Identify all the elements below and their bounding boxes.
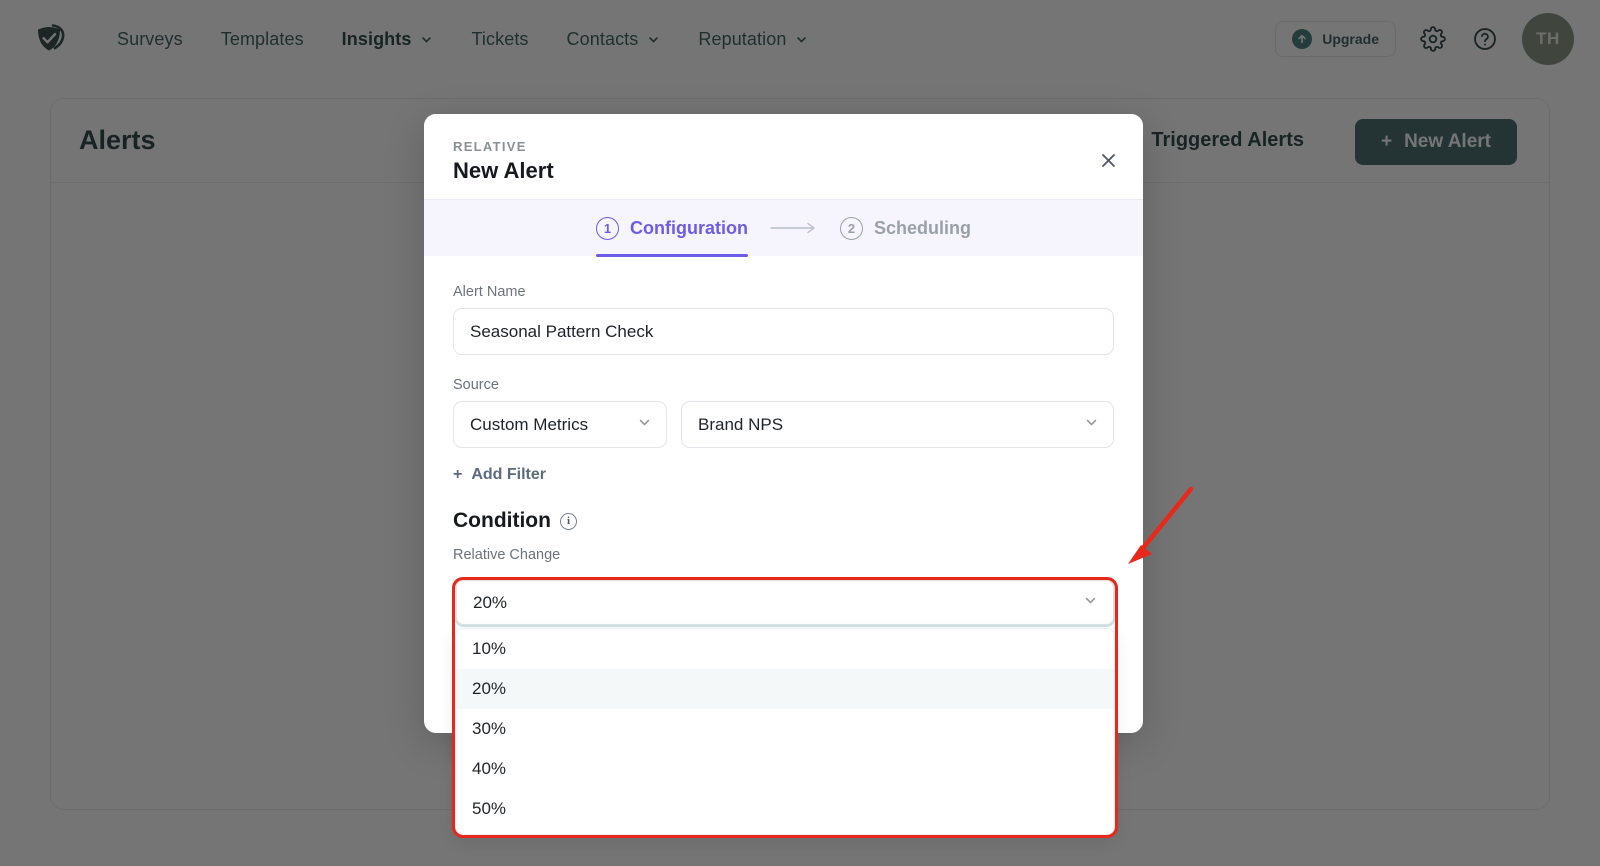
alert-name-label: Alert Name <box>453 284 526 300</box>
step-arrow-icon <box>770 222 818 234</box>
add-filter-label: Add Filter <box>471 466 547 483</box>
source-type-select[interactable]: Custom Metrics <box>453 401 667 448</box>
relative-change-select[interactable]: 20% <box>456 580 1114 625</box>
relative-change-dropdown: 10% 20% 30% 40% 50% <box>455 628 1115 835</box>
modal-stepper: 1 Configuration 2 Scheduling <box>424 199 1143 257</box>
condition-title: Condition <box>453 509 551 532</box>
dropdown-option-40[interactable]: 40% <box>472 759 507 778</box>
source-type-value: Custom Metrics <box>470 414 589 434</box>
modal-header: RELATIVE New Alert <box>424 114 1143 199</box>
source-row: Custom Metrics Brand NPS <box>453 401 1114 448</box>
modal-title: New Alert <box>453 158 554 183</box>
condition-heading-row: Condition i <box>453 509 1114 533</box>
chevron-down-icon <box>637 415 652 435</box>
source-label: Source <box>453 377 499 393</box>
dropdown-option-10[interactable]: 10% <box>472 639 507 658</box>
step-number: 1 <box>596 216 619 240</box>
source-metric-select[interactable]: Brand NPS <box>681 401 1114 448</box>
dropdown-option-50[interactable]: 50% <box>472 799 507 818</box>
alert-name-input[interactable] <box>453 308 1114 355</box>
tab-configuration[interactable]: 1 Configuration <box>596 200 748 257</box>
add-filter-button[interactable]: + Add Filter <box>453 466 546 484</box>
source-metric-value: Brand NPS <box>698 414 784 434</box>
step-label: Scheduling <box>873 217 971 238</box>
plus-icon: + <box>453 466 463 483</box>
relative-change-label: Relative Change <box>453 547 561 563</box>
step-number: 2 <box>839 216 863 240</box>
dropdown-option-30[interactable]: 30% <box>472 719 507 738</box>
tab-scheduling[interactable]: 2 Scheduling <box>839 200 971 257</box>
close-icon[interactable] <box>1095 147 1121 173</box>
modal-kicker: RELATIVE <box>453 139 527 154</box>
chevron-down-icon <box>1084 415 1099 435</box>
dropdown-option-20[interactable]: 20% <box>456 669 1114 709</box>
chevron-down-icon <box>1083 593 1098 613</box>
step-label: Configuration <box>630 217 748 238</box>
active-step-underline <box>596 253 748 257</box>
info-icon[interactable]: i <box>559 512 577 530</box>
relative-change-value: 20% <box>473 592 508 612</box>
modal-body: Alert Name Source Custom Metrics Brand N… <box>424 256 1143 563</box>
